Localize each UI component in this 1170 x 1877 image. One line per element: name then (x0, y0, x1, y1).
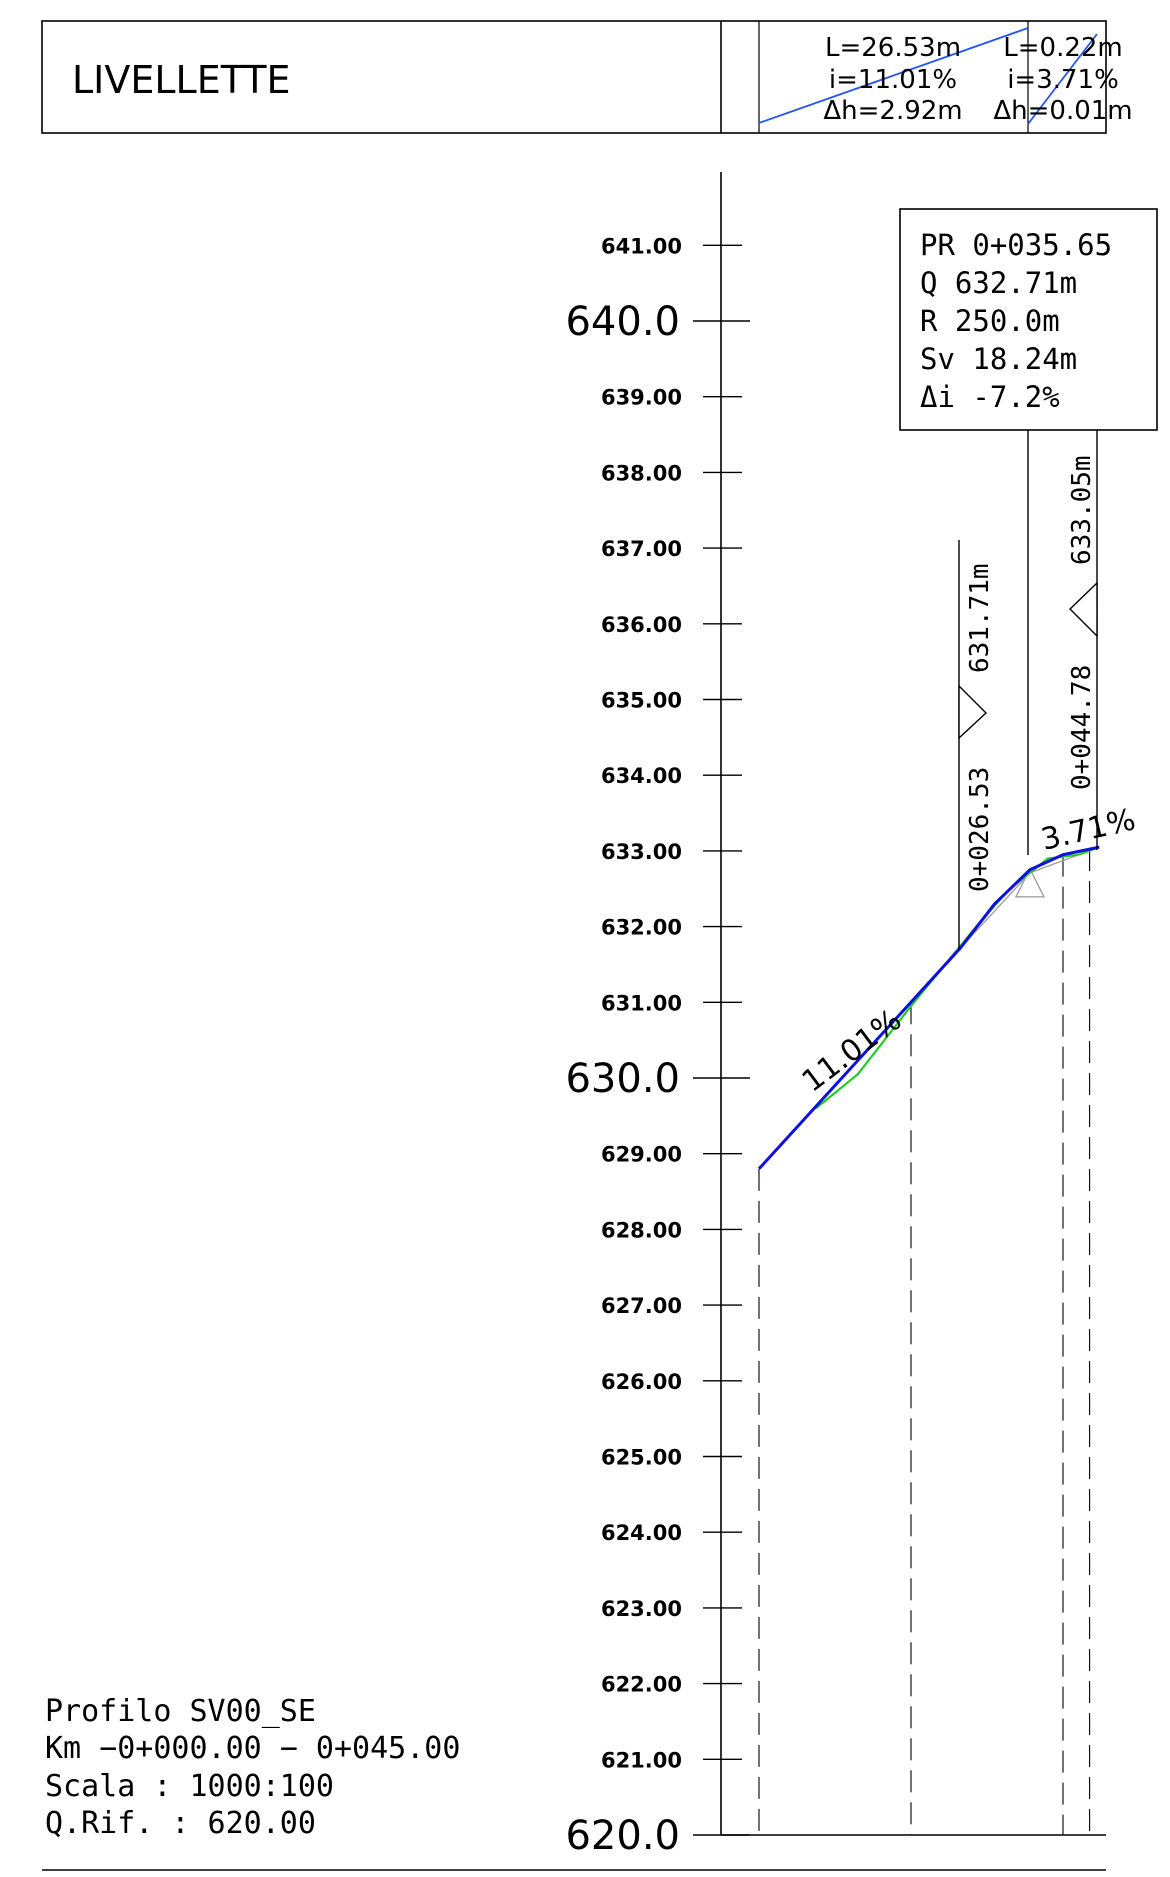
header-frame (41, 20, 1107, 134)
profile-scale: Scala : 1000:100 (45, 1769, 334, 1804)
pvi-triangle-icon (1014, 867, 1046, 898)
pvi-elevation: Q 632.71m (920, 266, 1077, 300)
axis-tick-label: 639.00 (601, 386, 682, 410)
axis-tick-label: 634.00 (601, 764, 682, 788)
pvi-sv: Sv 18.24m (920, 342, 1077, 376)
segment-1-dh: Δh=2.92m (823, 96, 962, 126)
marker-1-elevation: 631.71m (965, 563, 995, 673)
segment-1-slope: i=11.01% (829, 65, 957, 95)
marker-triangle-icon (1069, 581, 1098, 638)
axis-major-label: 620.0 (565, 1813, 680, 1859)
axis-tick-label: 628.00 (601, 1218, 682, 1242)
header-title: LIVELLETTE (72, 58, 291, 102)
axis-tick-label: 625.00 (601, 1446, 682, 1470)
axis-major-label: 630.0 (565, 1056, 680, 1102)
slope-label-1: 11.01% (796, 1003, 908, 1100)
profile-reference-level: Q.Rif. : 620.00 (45, 1806, 316, 1841)
pvi-station: PR 0+035.65 (920, 228, 1112, 262)
pvi-delta-i: Δi -7.2% (920, 380, 1060, 414)
header-grade-line (758, 27, 1029, 124)
axis-tick-label: 636.00 (601, 613, 682, 637)
axis-major-label: 640.0 (565, 299, 680, 345)
marker-2-elevation: 633.05m (1067, 455, 1097, 565)
station-lines (758, 849, 1091, 1835)
axis-tick-label: 629.00 (601, 1143, 682, 1167)
axis-tick-label: 624.00 (601, 1521, 682, 1545)
marker-2-station: 0+044.78 (1067, 665, 1097, 790)
axis-tick-label: 627.00 (601, 1294, 682, 1318)
header-box: LIVELLETTE L=26.53m i=11.01% Δh=2.92m L=… (41, 20, 1133, 134)
axis-tick-label: 621.00 (601, 1748, 682, 1772)
segment-2-length: L=0.22m (1003, 33, 1123, 63)
axis-tick-label: 622.00 (601, 1673, 682, 1697)
station-marker-2: 633.05m 0+044.78 (1067, 430, 1098, 850)
station-marker-1: 631.71m 0+026.53 (958, 540, 995, 950)
segment-2-slope: i=3.71% (1007, 65, 1119, 95)
axis-tick-label: 635.00 (601, 689, 682, 713)
profile-name: Profilo SV00_SE (45, 1694, 316, 1729)
profile-info: Profilo SV00_SE Km −0+000.00 − 0+045.00 … (45, 1694, 460, 1841)
axis-tick-label: 638.00 (601, 461, 682, 485)
elevation-axis: 641.00 639.00 638.00 637.00 636.00 635.00 634.… (565, 172, 750, 1859)
axis-tick-label: 641.00 (601, 234, 682, 258)
axis-tick-label: 626.00 (601, 1370, 682, 1394)
segment-2-dh: Δh=0.01m (993, 96, 1132, 126)
segment-1-length: L=26.53m (825, 33, 961, 63)
axis-tick-label: 632.00 (601, 916, 682, 940)
profile-km-range: Km −0+000.00 − 0+045.00 (45, 1731, 460, 1766)
pvi-box-frame (899, 208, 1158, 431)
marker-1-station: 0+026.53 (965, 767, 995, 892)
axis-tick-label: 623.00 (601, 1597, 682, 1621)
marker-triangle-icon (958, 684, 988, 740)
axis-tick-label: 633.00 (601, 840, 682, 864)
pvi-info-box: PR 0+035.65 Q 632.71m R 250.0m Sv 18.24m… (899, 208, 1158, 855)
axis-tick-label: 637.00 (601, 537, 682, 561)
axis-tick-label: 631.00 (601, 991, 682, 1015)
pvi-radius: R 250.0m (920, 304, 1060, 338)
grade-line (757, 845, 1100, 1170)
terrain-line (815, 846, 1100, 1110)
header-grade-line (1027, 33, 1098, 125)
